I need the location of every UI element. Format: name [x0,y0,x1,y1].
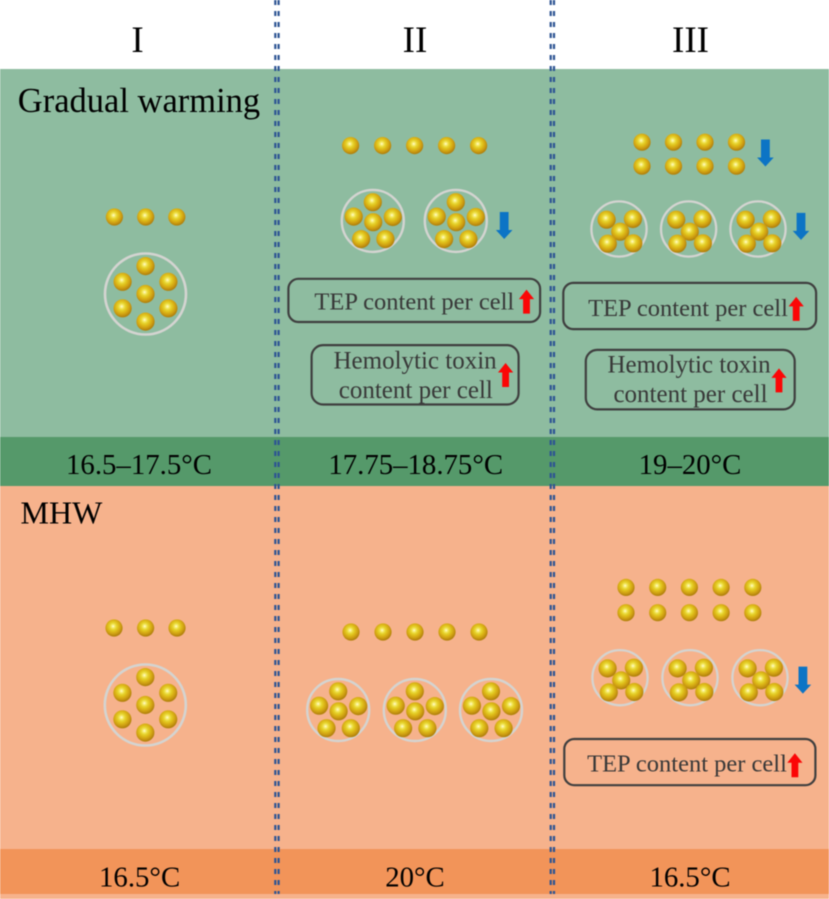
svg-text:16.5–17.5°C: 16.5–17.5°C [66,449,212,481]
svg-text:20°C: 20°C [385,862,445,894]
svg-text:TEP content per cell: TEP content per cell [587,750,787,777]
svg-text:17.75–18.75°C: 17.75–18.75°C [328,449,503,481]
svg-text:TEP content per cell: TEP content per cell [588,295,788,322]
svg-text:19–20°C: 19–20°C [639,449,742,481]
svg-text:MHW: MHW [21,494,104,530]
svg-text:Gradual warming: Gradual warming [18,82,260,120]
svg-text:16.5°C: 16.5°C [649,862,730,894]
svg-text:III: III [672,20,709,61]
svg-text:I: I [131,20,143,61]
svg-text:16.5°C: 16.5°C [99,862,180,894]
svg-text:Hemolytic toxin: Hemolytic toxin [608,352,772,379]
svg-text:Hemolytic toxin: Hemolytic toxin [334,347,498,374]
svg-text:content per cell: content per cell [613,381,767,408]
svg-text:II: II [403,20,428,61]
svg-text:TEP content per cell: TEP content per cell [314,289,514,316]
svg-text:content per cell: content per cell [339,377,493,404]
